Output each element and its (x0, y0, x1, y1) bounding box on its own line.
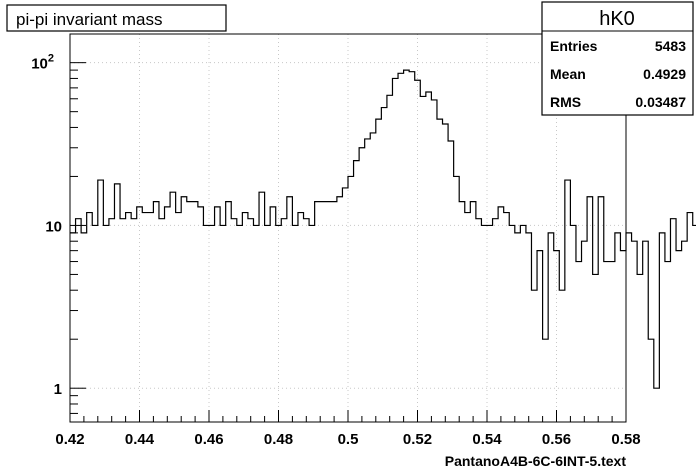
y-tick-label: 1 (54, 381, 62, 398)
stats-name: hK0 (599, 8, 635, 30)
y-tick-label: 102 (31, 53, 54, 73)
stats-entries-value: 5483 (655, 38, 686, 54)
histogram-line (70, 69, 696, 389)
y-tick-label: 10 (45, 218, 62, 235)
x-tick-label: 0.42 (55, 431, 84, 448)
x-tick-label: 0.46 (194, 431, 223, 448)
x-axis-label: PantanoA4B-6C-6INT-5.text (445, 453, 627, 469)
x-tick-labels: 0.42 0.44 0.46 0.48 0.5 0.52 0.54 0.56 0.58 (55, 431, 640, 448)
y-tick-labels: 1 10 102 (31, 53, 62, 399)
x-tick-label: 0.5 (338, 431, 359, 448)
axis-ticks (69, 62, 627, 422)
x-tick-label: 0.56 (542, 431, 571, 448)
x-tick-label: 0.44 (125, 431, 155, 448)
stats-rms-label: RMS (550, 94, 581, 110)
stats-entries-label: Entries (550, 38, 598, 54)
stats-rms-value: 0.03487 (635, 94, 686, 110)
x-tick-label: 0.52 (403, 431, 432, 448)
title-box: pi-pi invariant mass (6, 4, 227, 32)
stats-mean-label: Mean (550, 66, 586, 82)
stats-mean-value: 0.4929 (643, 66, 686, 82)
x-tick-label: 0.58 (611, 431, 640, 448)
chart-title: pi-pi invariant mass (16, 10, 162, 29)
stats-box: hK0 Entries 5483 Mean 0.4929 RMS 0.03487 (541, 1, 694, 116)
x-tick-label: 0.48 (264, 431, 293, 448)
x-tick-label: 0.54 (472, 431, 502, 448)
